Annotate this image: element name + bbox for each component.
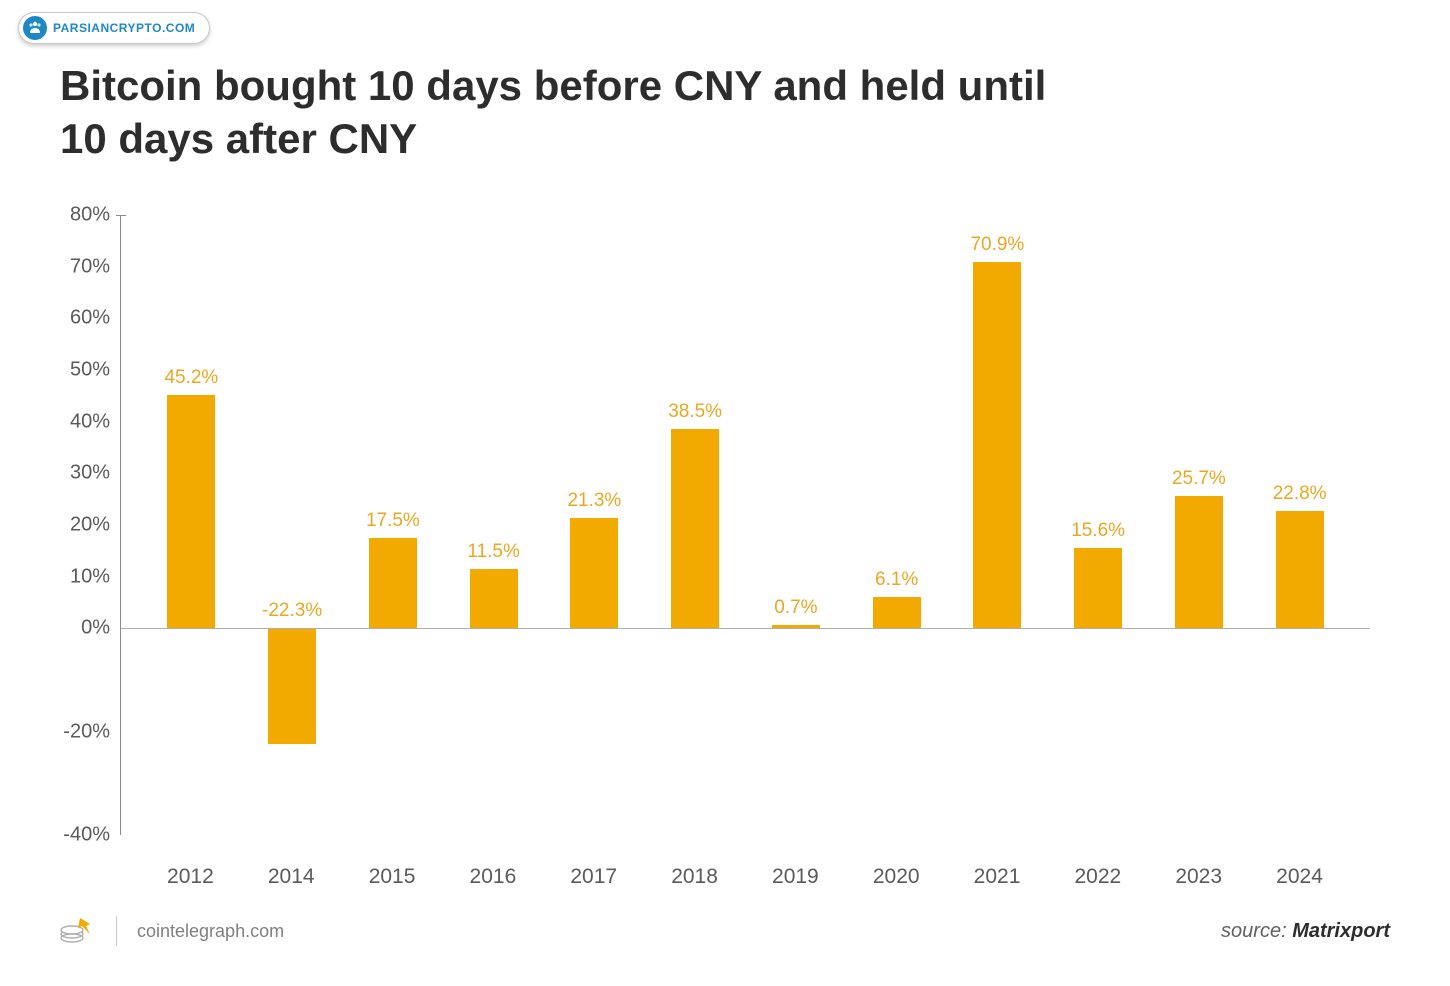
x-tick-label: 2021 [947, 865, 1048, 889]
plot-area: 45.2% -22.3% 17.5% 11.5% 21.3% 38.5% 0.7% 6.1% 7… [120, 215, 1370, 835]
y-tick-label: 0% [81, 617, 110, 640]
bar-slot: 70.9% [947, 215, 1048, 835]
bar-value-label: 70.9% [970, 234, 1024, 256]
bar-value-label: -22.3% [262, 600, 322, 622]
x-tick-label: 2012 [140, 865, 241, 889]
bar-value-label: 38.5% [668, 401, 722, 423]
x-tick-label: 2015 [342, 865, 443, 889]
bar [369, 538, 417, 628]
footer-site: cointelegraph.com [137, 921, 284, 942]
y-tick-label: 30% [70, 462, 110, 485]
x-tick-label: 2024 [1249, 865, 1350, 889]
bar-value-label: 17.5% [366, 510, 420, 532]
chart-area: -40%-20%0%10%20%30%40%50%60%70%80% 45.2%… [120, 215, 1370, 835]
y-tick-label: 10% [70, 565, 110, 588]
bar-slot: 25.7% [1149, 215, 1250, 835]
bar [973, 262, 1021, 628]
y-tick-label: 20% [70, 514, 110, 537]
bar [671, 429, 719, 628]
y-tick-label: 40% [70, 410, 110, 433]
source-prefix: source: [1221, 920, 1292, 942]
x-tick-label: 2014 [241, 865, 342, 889]
bar-value-label: 6.1% [875, 569, 918, 591]
footer-source: source: Matrixport [1221, 920, 1390, 943]
footer-divider [116, 916, 117, 946]
bar [268, 628, 316, 743]
bar-slot: 0.7% [746, 215, 847, 835]
cointelegraph-logo-icon [60, 916, 96, 946]
bar-value-label: 45.2% [164, 367, 218, 389]
bar [470, 569, 518, 628]
title-line-2: 10 days after CNY [60, 115, 417, 162]
bar-value-label: 15.6% [1071, 520, 1125, 542]
bar [1074, 548, 1122, 629]
y-tick-label: 70% [70, 255, 110, 278]
bar-value-label: 25.7% [1172, 468, 1226, 490]
bar-value-label: 0.7% [774, 597, 817, 619]
bar-slot: 15.6% [1048, 215, 1149, 835]
y-tick-label: 80% [70, 204, 110, 227]
y-tick-label: -20% [63, 720, 110, 743]
watermark-badge: PARSIANCRYPTO.COM [18, 12, 210, 44]
bar [570, 518, 618, 628]
y-axis: -40%-20%0%10%20%30%40%50%60%70%80% [60, 215, 120, 835]
chart-title: Bitcoin bought 10 days before CNY and he… [60, 60, 1390, 165]
bar [167, 395, 215, 629]
zero-gridline [121, 628, 1370, 629]
x-tick-label: 2023 [1148, 865, 1249, 889]
bar [873, 597, 921, 629]
bars-group: 45.2% -22.3% 17.5% 11.5% 21.3% 38.5% 0.7% 6.1% 7… [121, 215, 1370, 835]
footer-left: cointelegraph.com [60, 916, 284, 946]
bar-slot: 11.5% [443, 215, 544, 835]
x-tick-label: 2020 [846, 865, 947, 889]
y-tick-label: 60% [70, 307, 110, 330]
x-tick-label: 2019 [745, 865, 846, 889]
bar [1276, 511, 1324, 629]
bar-slot: 17.5% [343, 215, 444, 835]
bar-slot: 22.8% [1249, 215, 1350, 835]
source-name: Matrixport [1292, 920, 1390, 942]
bar-slot: 6.1% [846, 215, 947, 835]
x-tick-label: 2018 [644, 865, 745, 889]
title-line-1: Bitcoin bought 10 days before CNY and he… [60, 62, 1046, 109]
footer: cointelegraph.com source: Matrixport [60, 916, 1390, 946]
watermark-icon [23, 16, 47, 40]
y-tick-label: -40% [63, 824, 110, 847]
chart-container: Bitcoin bought 10 days before CNY and he… [0, 0, 1450, 929]
bar-value-label: 22.8% [1273, 483, 1327, 505]
x-tick-label: 2016 [442, 865, 543, 889]
bar-value-label: 21.3% [567, 490, 621, 512]
bar-slot: 38.5% [645, 215, 746, 835]
x-tick-label: 2017 [543, 865, 644, 889]
x-tick-label: 2022 [1047, 865, 1148, 889]
y-tick-label: 50% [70, 359, 110, 382]
x-axis-labels: 2012201420152016201720182019202020212022… [120, 865, 1370, 889]
bar-slot: -22.3% [242, 215, 343, 835]
bar-slot: 21.3% [544, 215, 645, 835]
bar [1175, 496, 1223, 629]
watermark-text: PARSIANCRYPTO.COM [53, 21, 195, 35]
bar-value-label: 11.5% [467, 541, 519, 563]
bar-slot: 45.2% [141, 215, 242, 835]
